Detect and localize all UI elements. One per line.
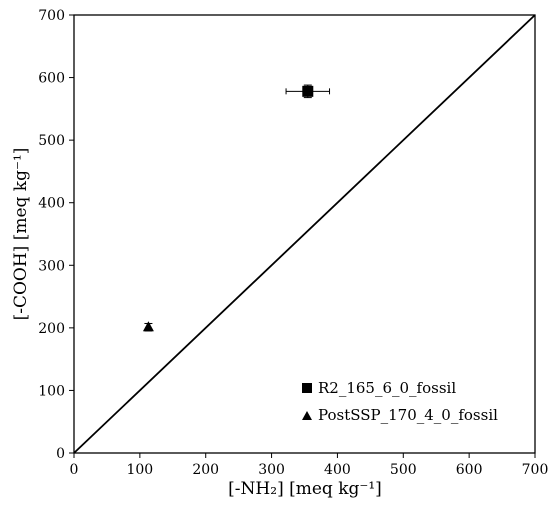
x-axis-label: [-NH₂] [meq kg⁻¹] [228,479,382,499]
x-tick-label: 100 [126,462,153,478]
y-tick-label: 400 [38,196,65,212]
plot-frame [73,14,536,454]
x-tick-label: 500 [390,462,417,478]
plot-area: 0 100 200 300 400 500 600 700 0 100 200 300 400 500 60… [38,8,548,478]
x-tick-label: 200 [192,462,219,478]
y-tick-label: 600 [38,71,65,87]
legend: R2_165_6_0_fossil PostSSP_170_4_0_fossil [302,379,498,424]
y-tick-label: 100 [38,383,65,399]
legend-label-r2: R2_165_6_0_fossil [318,379,456,397]
legend-marker-triangle [302,411,312,420]
y-tick-label: 200 [38,321,65,337]
y-axis-label: [-COOH] [meq kg⁻¹] [11,148,31,321]
y-tick-label: 500 [38,133,65,149]
x-tick-label: 0 [70,462,79,478]
x-tick-label: 400 [324,462,351,478]
x-tick-label: 700 [522,462,549,478]
data-point-square [302,85,314,97]
legend-label-postssp: PostSSP_170_4_0_fossil [318,406,498,424]
x-tick-label: 300 [258,462,285,478]
reference-line [73,14,536,454]
x-tick-label: 600 [456,462,483,478]
y-tick-label: 0 [56,446,65,462]
y-tick-label: 700 [38,8,65,24]
data-point-triangle [142,321,154,332]
legend-marker-square [302,383,312,393]
y-tick-label: 300 [38,258,65,274]
